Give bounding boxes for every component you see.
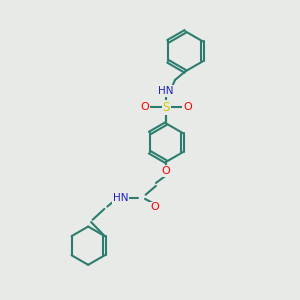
Text: S: S: [163, 101, 170, 114]
Text: HN: HN: [158, 86, 174, 96]
Text: O: O: [140, 102, 149, 112]
Text: HN: HN: [113, 193, 128, 203]
Text: O: O: [162, 166, 171, 176]
Text: O: O: [183, 102, 192, 112]
Text: O: O: [150, 202, 159, 212]
